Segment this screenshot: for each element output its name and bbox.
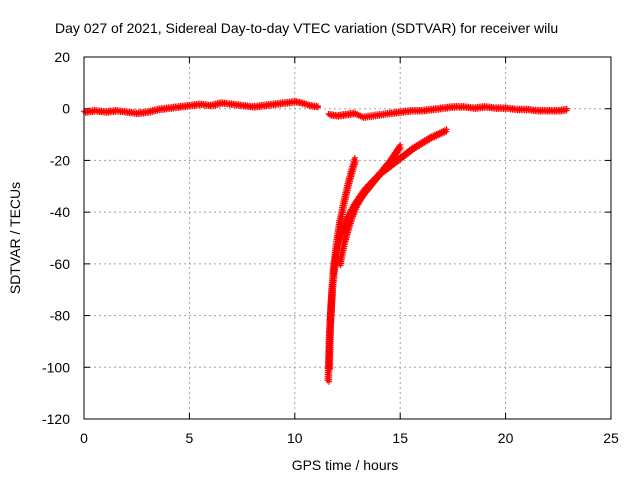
x-tick-label: 5 (186, 430, 194, 446)
data-point-marker (314, 103, 321, 110)
y-tick-label: -60 (50, 256, 70, 272)
chart-title: Day 027 of 2021, Sidereal Day-to-day VTE… (55, 20, 558, 36)
y-axis-label: SDTVAR / TECUs (7, 182, 23, 294)
grid-lines (84, 57, 611, 419)
x-tick-label: 0 (80, 430, 88, 446)
x-tick-label: 10 (287, 430, 303, 446)
y-tick-label: -120 (42, 411, 70, 427)
data-points (81, 97, 570, 385)
data-point-marker (351, 154, 358, 161)
plot-frame (83, 56, 612, 420)
y-tick-label: -20 (50, 152, 70, 168)
y-tick-label: -100 (42, 359, 70, 375)
data-point-marker (563, 105, 570, 112)
x-axis-ticks: 0 5 10 15 20 25 (80, 57, 619, 446)
x-tick-label: 25 (603, 430, 619, 446)
y-axis-ticks: 20 0 -20 -40 -60 -80 -100 -120 (42, 49, 611, 427)
x-tick-label: 20 (498, 430, 514, 446)
data-point-marker (443, 126, 450, 133)
y-tick-label: -80 (50, 308, 70, 324)
data-point-marker (352, 158, 359, 165)
x-tick-label: 15 (392, 430, 408, 446)
data-point-marker (397, 141, 404, 148)
x-axis-label: GPS time / hours (292, 457, 399, 473)
y-tick-label: -40 (50, 204, 70, 220)
y-tick-label: 0 (62, 101, 70, 117)
y-tick-label: 20 (54, 49, 70, 65)
